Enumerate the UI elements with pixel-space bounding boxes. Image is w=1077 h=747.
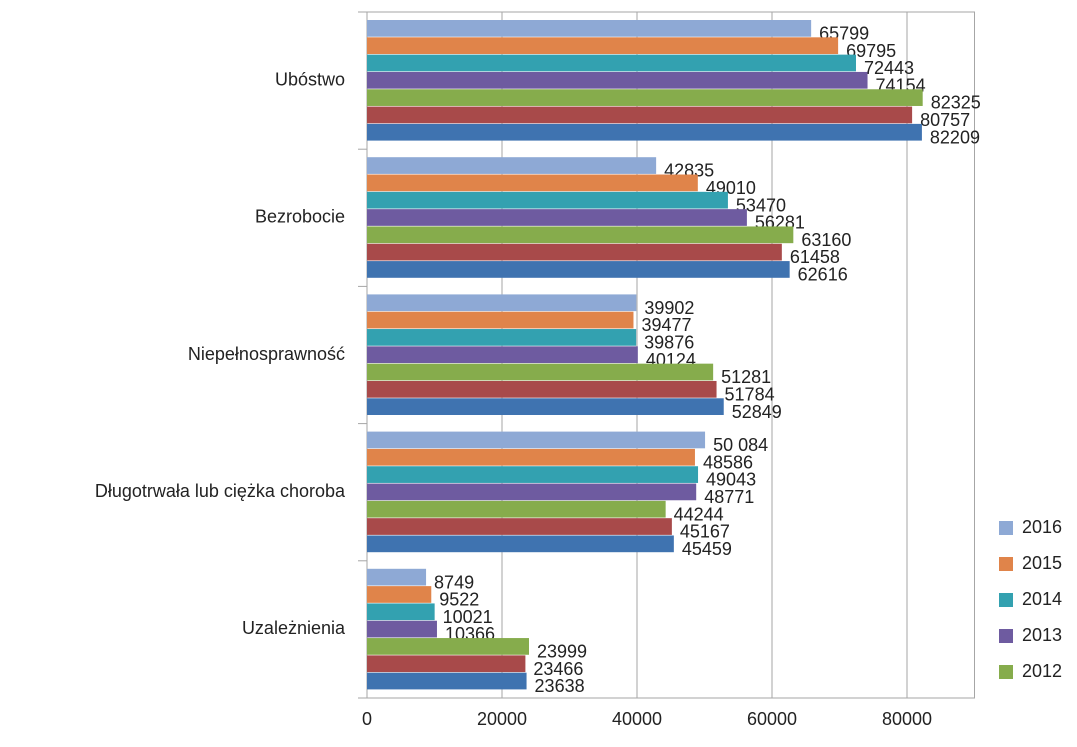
- value-label: 69795: [846, 41, 896, 61]
- legend-swatch: [999, 665, 1013, 679]
- bar: [367, 586, 432, 603]
- y-tick-label: Uzależnienia: [242, 618, 346, 638]
- bar: [367, 71, 868, 89]
- bar: [367, 466, 699, 483]
- bar: [367, 191, 728, 209]
- value-label: 44244: [674, 504, 724, 524]
- bar: [367, 311, 634, 329]
- legend-label: 2013: [1022, 625, 1062, 645]
- bar: [367, 448, 695, 466]
- bar: [367, 380, 717, 398]
- y-tick-label: Bezrobocie: [255, 207, 345, 227]
- bar: [367, 518, 672, 535]
- bar: [367, 568, 427, 586]
- bar: [367, 123, 922, 141]
- legend-label: 2015: [1022, 553, 1062, 573]
- value-label: 52849: [732, 402, 782, 422]
- x-tick-label: 80000: [882, 709, 932, 729]
- value-label: 45459: [682, 539, 732, 559]
- value-label: 23466: [533, 659, 583, 679]
- bar: [367, 37, 839, 55]
- value-label: 39876: [644, 332, 694, 352]
- value-label: 82209: [930, 127, 980, 147]
- bar: [367, 620, 437, 638]
- bar: [367, 106, 913, 124]
- x-tick-label: 60000: [747, 709, 797, 729]
- bar: [367, 500, 666, 518]
- y-tick-label: Niepełnosprawność: [188, 344, 345, 364]
- value-label: 62616: [798, 265, 848, 285]
- legend-swatch: [999, 593, 1013, 607]
- legend-label: 2014: [1022, 589, 1062, 609]
- bar: [367, 431, 706, 449]
- bar: [367, 20, 812, 37]
- legend-swatch: [999, 629, 1013, 643]
- bar: [367, 261, 790, 278]
- value-label: 39902: [644, 298, 694, 318]
- legend-label: 2016: [1022, 517, 1062, 537]
- x-tick-label: 0: [362, 709, 372, 729]
- value-label: 45167: [680, 522, 730, 542]
- bar: [367, 174, 698, 192]
- bar: [367, 89, 923, 106]
- bar: [367, 329, 637, 346]
- x-tick-label: 40000: [612, 709, 662, 729]
- value-label: 23638: [535, 676, 585, 696]
- legend-swatch: [999, 557, 1013, 571]
- bar: [367, 294, 637, 312]
- legend-label: 2012: [1022, 661, 1062, 681]
- bar: [367, 157, 657, 174]
- bar: [367, 209, 747, 226]
- value-label: 48586: [703, 452, 753, 472]
- value-label: 72443: [864, 58, 914, 78]
- value-label: 53470: [736, 195, 786, 215]
- bar: [367, 603, 435, 621]
- value-label: 61458: [790, 247, 840, 267]
- bar: [367, 535, 674, 553]
- bar: [367, 54, 856, 72]
- value-label: 51784: [725, 384, 775, 404]
- bar: [367, 226, 794, 244]
- bar: [367, 398, 724, 415]
- bar: [367, 638, 529, 655]
- value-label: 10021: [443, 607, 493, 627]
- value-label: 82325: [931, 93, 981, 113]
- bar: [367, 483, 697, 501]
- value-label: 49043: [706, 470, 756, 490]
- value-label: 9522: [439, 590, 479, 610]
- bar: [367, 655, 526, 673]
- bar: [367, 672, 527, 690]
- bar: [367, 346, 638, 364]
- value-label: 80757: [920, 110, 970, 130]
- y-tick-label: Ubóstwo: [275, 69, 345, 89]
- legend-swatch: [999, 521, 1013, 535]
- bar: [367, 243, 782, 261]
- value-label: 23999: [537, 642, 587, 662]
- x-tick-label: 20000: [477, 709, 527, 729]
- value-label: 48771: [704, 487, 754, 507]
- value-label: 63160: [801, 230, 851, 250]
- value-label: 39477: [641, 315, 691, 335]
- bar: [367, 363, 714, 381]
- y-tick-label: Długotrwała lub ciężka choroba: [95, 481, 346, 501]
- value-label: 50 084: [713, 435, 768, 455]
- value-label: 8749: [434, 572, 474, 592]
- value-label: 51281: [721, 367, 771, 387]
